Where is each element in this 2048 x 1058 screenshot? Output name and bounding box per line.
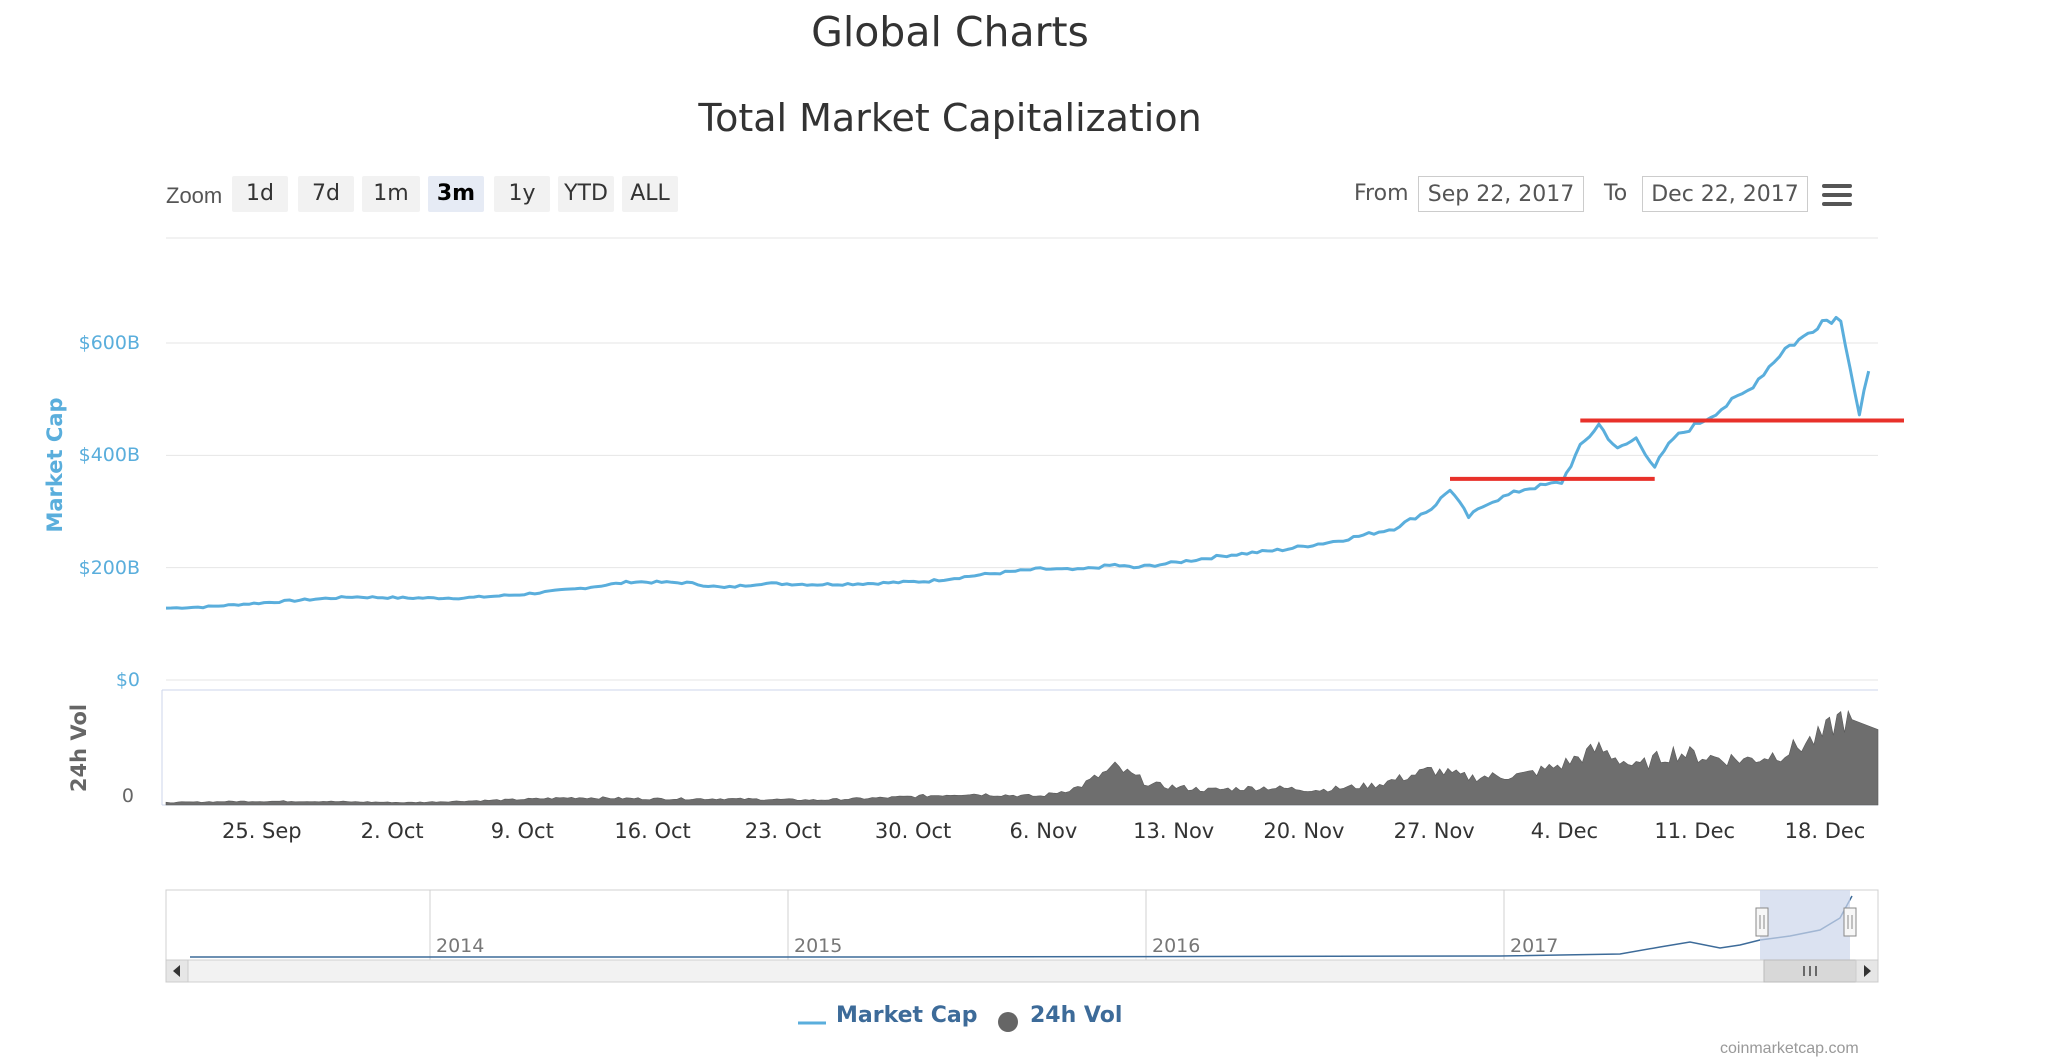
x-tick-label: 16. Oct — [614, 819, 690, 843]
zoom-ytd-button[interactable]: YTD — [558, 176, 614, 212]
zoom-1m-button[interactable]: 1m — [362, 176, 420, 212]
y-axis-title: Market Cap — [43, 397, 67, 532]
x-tick-label: 18. Dec — [1785, 819, 1866, 843]
x-tick-label: 4. Dec — [1531, 819, 1598, 843]
x-tick-label: 30. Oct — [875, 819, 951, 843]
legend-24h-vol[interactable]: 24h Vol — [1030, 1003, 1123, 1028]
navigator-year-label: 2014 — [436, 935, 484, 957]
zoom-1y-button[interactable]: 1y — [494, 176, 550, 212]
from-label: From — [1354, 181, 1409, 206]
y-tick-label: $600B — [79, 332, 140, 354]
arrow-right-icon — [1864, 965, 1871, 977]
navigator-years: 2014 2015 2016 2017 — [429, 890, 1558, 960]
zoom-1d-button[interactable]: 1d — [232, 176, 288, 212]
x-tick-label: 25. Sep — [222, 819, 302, 843]
navigator-frame[interactable] — [165, 889, 1879, 961]
volume-tick-label: 0 — [122, 785, 134, 807]
zoom-7d-button[interactable]: 7d — [298, 176, 354, 212]
zoom-label: Zoom — [166, 183, 223, 208]
annotation-lines — [1450, 418, 1904, 481]
x-tick-label: 2. Oct — [361, 819, 424, 843]
navigator-year-label: 2015 — [794, 935, 842, 957]
y-tick-label: $0 — [116, 669, 140, 691]
y-tick-label: $200B — [79, 557, 140, 579]
y-tick-label: $400B — [79, 444, 140, 466]
from-date-input[interactable]: Sep 22, 2017 — [1418, 176, 1584, 212]
x-tick-labels: 25. Sep 2. Oct 9. Oct 16. Oct 23. Oct 30. Oct… — [222, 819, 1865, 843]
gridlines — [166, 342, 1878, 681]
arrow-left-icon — [173, 965, 180, 977]
legend-circle-icon — [998, 1012, 1018, 1032]
grip-icon — [1803, 966, 1817, 976]
zoom-3m-button[interactable]: 3m — [428, 176, 484, 212]
to-date-input[interactable]: Dec 22, 2017 — [1642, 176, 1808, 212]
navigator-right-handle[interactable] — [1843, 907, 1857, 937]
navigator-year-label: 2017 — [1510, 935, 1558, 957]
x-tick-label: 11. Dec — [1654, 819, 1735, 843]
page-title: Global Charts — [811, 8, 1089, 56]
volume-axis-title: 24h Vol — [67, 704, 91, 792]
chart-title: Total Market Capitalization — [698, 96, 1202, 140]
scrollbar-track[interactable] — [165, 959, 1879, 983]
navigator-left-handle[interactable] — [1755, 907, 1769, 937]
hamburger-icon[interactable] — [1822, 184, 1852, 208]
x-tick-label: 20. Nov — [1263, 819, 1344, 843]
volume-area — [165, 709, 1879, 806]
x-tick-label: 6. Nov — [1010, 819, 1078, 843]
to-label: To — [1604, 181, 1628, 206]
navigator-year-label: 2016 — [1152, 935, 1200, 957]
x-tick-label: 13. Nov — [1133, 819, 1214, 843]
x-tick-label: 23. Oct — [745, 819, 821, 843]
x-tick-label: 27. Nov — [1394, 819, 1475, 843]
zoom-all-button[interactable]: ALL — [622, 176, 678, 212]
legend-market-cap[interactable]: Market Cap — [836, 1003, 978, 1028]
navigator-selection[interactable] — [1760, 890, 1850, 960]
market-cap-line — [165, 315, 1871, 610]
x-tick-label: 9. Oct — [491, 819, 554, 843]
